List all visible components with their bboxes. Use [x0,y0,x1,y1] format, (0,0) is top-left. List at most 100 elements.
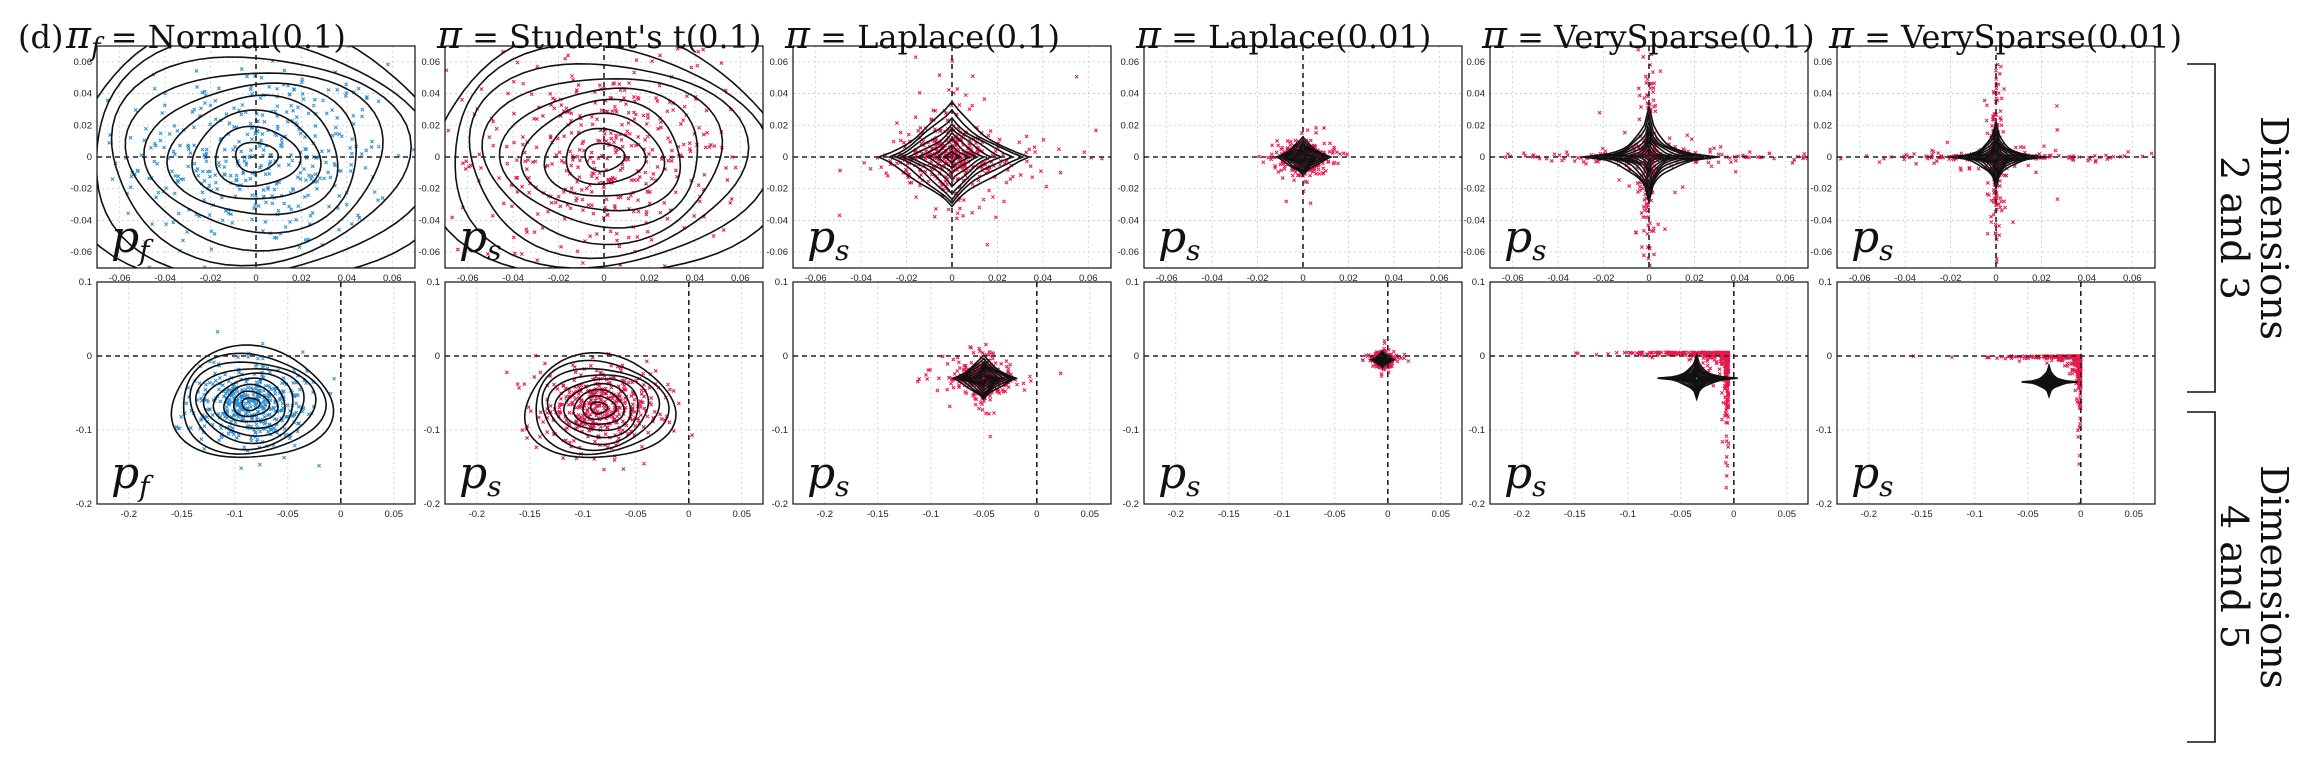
row-bracket [2187,411,2216,743]
contour-line [233,390,271,418]
y-tick-label: 0.02 [74,120,93,131]
contour-line [1657,352,1738,402]
y-tick-label: -0.06 [1463,247,1485,258]
panel-r1-c1: -0.06 -0.04 -0.02 0 0.02 0.04 0.06 0.06 0.04 0.02… [70,45,416,284]
y-tick-label: -0.04 [70,215,92,226]
x-tick-label: 0.05 [385,509,404,520]
contour-lines [1369,350,1397,369]
contour-line [562,382,632,432]
axes-frame [1143,281,1463,505]
x-tick-label: -0.1 [575,509,591,520]
y-tick-label: 0.06 [1467,57,1486,68]
y-tick-label: 0 [783,152,788,163]
y-tick-label: 0 [1827,152,1832,163]
y-tick-label: -0.2 [424,499,440,510]
contour-line [590,401,609,415]
x-tick-label: 0.06 [731,273,750,284]
x-tick-label: -0.2 [121,509,137,520]
contour-line [1369,350,1397,369]
y-tick-label: -0.06 [418,247,440,258]
x-tick-label: -0.05 [1324,509,1346,520]
axes-frame [1836,45,2156,269]
contour-line [967,366,1000,389]
contour-line [934,143,972,170]
x-tick-label: -0.02 [896,273,918,284]
contour-line [2021,363,2078,399]
axes-frame [96,45,416,269]
y-tick-label: 0.02 [422,120,441,131]
x-tick-label: -0.06 [1849,273,1871,284]
axes-frame [792,45,1112,269]
row-label-1: Dimensions2 and 3 [2212,116,2296,340]
y-tick-label: 0.04 [422,89,441,100]
y-tick-label: 0.04 [1467,89,1486,100]
y-tick-label: -0.1 [76,425,92,436]
x-tick-label: 0.05 [2125,509,2144,520]
scatter-marker [105,46,415,268]
pdf-label: pf [111,448,154,503]
panel-r1-c2: -0.06 -0.04 -0.02 0 0.02 0.04 0.06 0.06 0.04 0.02… [418,45,764,284]
y-tick-label: 0.04 [74,89,93,100]
y-tick-label: 0.02 [1814,120,1833,131]
x-tick-label: -0.04 [1201,273,1223,284]
contour-lines [523,352,677,459]
pdf-label: ps [1851,212,1894,267]
panel-r1-c5: -0.06 -0.04 -0.02 0 0.02 0.04 0.06 0.06 0.04 0.02… [1463,45,1809,284]
panel-r2-c1: -0.2 -0.15 -0.1 -0.05 0 0.05 0.1 0 -0.1 -0.2 pf [76,277,416,520]
x-tick-label: -0.1 [923,509,939,520]
panel-r1-c6: -0.06 -0.04 -0.02 0 0.02 0.04 0.06 0.06 0.04 0.02… [1810,45,2156,284]
x-tick-label: 0.05 [733,509,752,520]
x-tick-label: 0.04 [1731,273,1750,284]
x-tick-label: 0.04 [338,273,357,284]
x-tick-label: -0.2 [469,509,485,520]
y-tick-label: -0.04 [418,215,440,226]
y-tick-label: -0.02 [1810,184,1832,195]
x-tick-label: 0.02 [292,273,311,284]
y-tick-label: 0.06 [1814,57,1833,68]
x-tick-label: -0.15 [867,509,889,520]
x-tick-label: -0.2 [1168,509,1184,520]
contour-line [971,369,997,387]
axes-frame [1489,281,1809,505]
x-tick-label: -0.06 [109,273,131,284]
contour-line [958,360,1012,398]
y-tick-label: 0 [1134,152,1139,163]
x-tick-label: -0.1 [1274,509,1290,520]
x-tick-label: -0.05 [2017,509,2039,520]
x-tick-label: 0.06 [1776,273,1795,284]
contour-line [212,377,286,430]
y-tick-label: 0 [1134,351,1139,362]
contour-line [915,131,986,181]
contour-line [951,353,1019,401]
x-tick-label: 0.05 [1432,509,1451,520]
x-tick-label: 0.02 [2032,273,2051,284]
scatter-marker [1574,350,1731,490]
x-tick-label: 0.06 [383,273,402,284]
axes-frame [792,281,1112,505]
contour-line [887,108,1025,205]
panel-r2-c2: -0.2 -0.15 -0.1 -0.05 0 0.05 0.1 0 -0.1 -0.2 ps [424,277,764,520]
y-tick-label: -0.2 [76,499,92,510]
y-tick-label: 0 [87,351,92,362]
y-tick-label: 0.06 [770,57,789,68]
x-tick-label: -0.2 [1514,509,1530,520]
y-tick-label: -0.04 [1810,215,1832,226]
x-tick-label: -0.04 [1894,273,1916,284]
x-tick-label: -0.1 [1967,509,1983,520]
contour-lines [97,46,415,268]
contour-line [241,397,261,412]
x-tick-label: -0.15 [1911,509,1933,520]
contour-line [97,46,415,268]
x-tick-label: 0 [338,509,343,520]
y-tick-label: -0.02 [1463,184,1485,195]
x-tick-label: -0.05 [973,509,995,520]
axes-frame [444,45,764,269]
y-tick-label: 0.1 [775,277,788,288]
contour-line [445,46,763,268]
x-tick-label: 0 [1034,509,1039,520]
pdf-label: ps [1504,212,1547,267]
axes-frame [96,281,416,505]
x-tick-label: -0.02 [1593,273,1615,284]
contour-line [182,352,328,455]
contour-line [166,94,339,216]
